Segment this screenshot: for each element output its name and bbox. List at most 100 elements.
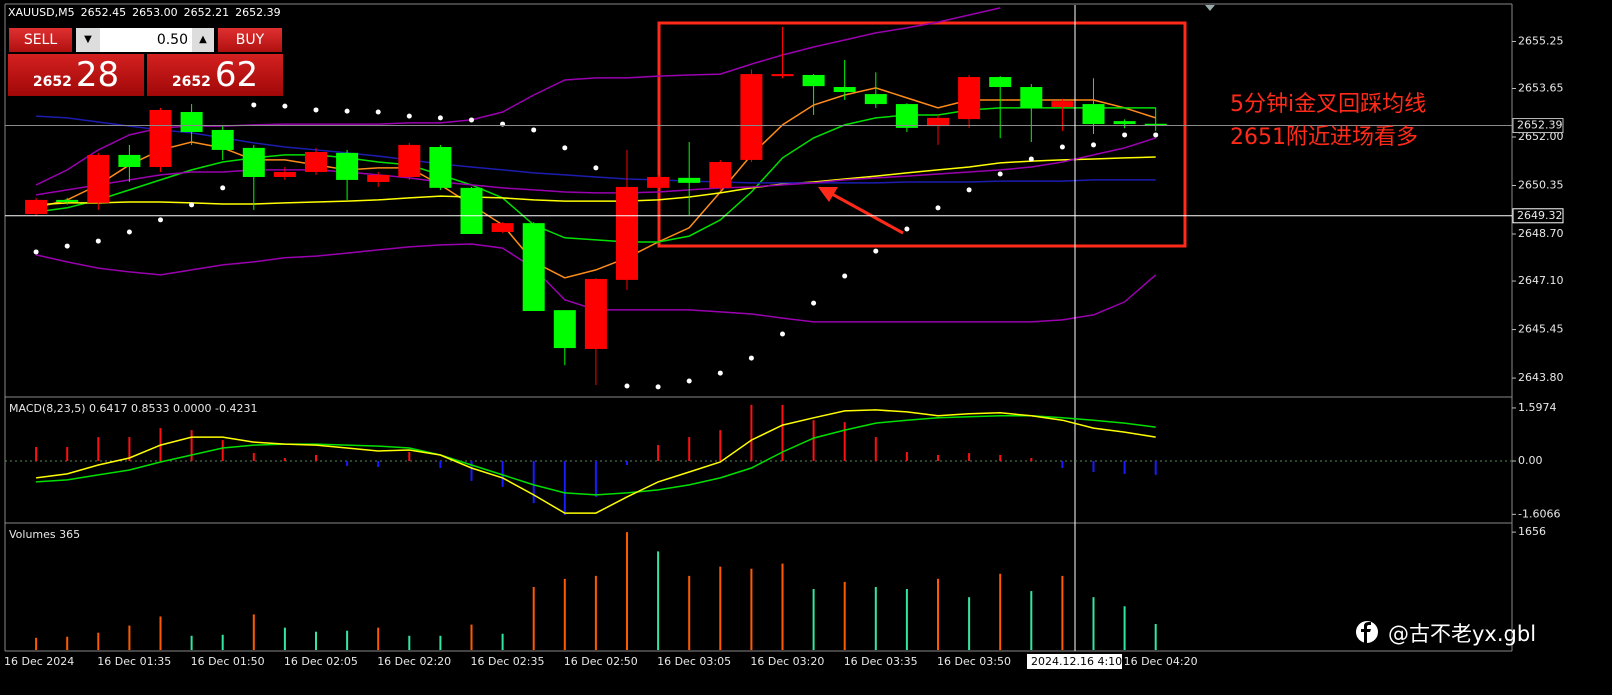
sar-dot (126, 229, 132, 235)
sar-dot (375, 109, 381, 115)
sar-dot (282, 103, 288, 109)
candle-body (989, 77, 1012, 88)
candle-body (429, 146, 452, 188)
x-tick-label: 16 Dec 02:35 (471, 655, 545, 668)
x-tick-label: 16 Dec 04:20 (1124, 655, 1198, 668)
shift-marker (1205, 5, 1215, 11)
candle-body (771, 74, 794, 77)
candle-body (87, 154, 110, 203)
indicator-line (36, 156, 1156, 206)
sar-dot (344, 108, 350, 114)
watermark: @古不老yx.gbl (1388, 622, 1537, 646)
crosshair-time-label: 2024.12.16 4:10 (1031, 655, 1122, 668)
arrow-shaft (831, 192, 904, 235)
lot-step[interactable]: ▲ (192, 28, 214, 52)
last-price-label: 2652.39 (1517, 119, 1563, 132)
sar-dot (686, 378, 692, 384)
sar-dot (95, 238, 101, 244)
candle-body (273, 171, 296, 177)
ohlc-value: 2652.45 (80, 6, 127, 19)
sar-dot (966, 187, 972, 193)
sar-dot (1091, 142, 1096, 148)
ask-prefix: 2652 (171, 74, 211, 90)
candle-body (1113, 121, 1136, 125)
sar-dot (904, 226, 910, 232)
sar-dot (935, 205, 941, 211)
sar-dot (1153, 132, 1159, 138)
bid-price[interactable]: 2652 28 (8, 54, 144, 96)
candle-body (491, 223, 514, 232)
sar-dot (189, 202, 195, 208)
sar-dot (33, 249, 39, 255)
y-tick-label: 2643.80 (1518, 371, 1564, 384)
indicator-line (35, 137, 1156, 196)
candle-body (242, 147, 265, 177)
candle-body (864, 94, 887, 105)
bid-prefix: 2652 (32, 74, 72, 90)
candle-body (56, 199, 79, 202)
x-tick-label: 16 Dec 01:50 (191, 655, 265, 668)
sar-dot (655, 384, 661, 390)
arrow-head (818, 187, 838, 202)
sell-button[interactable]: SELL (9, 28, 72, 52)
x-tick-label: 16 Dec 01:35 (97, 655, 171, 668)
candle-body (553, 310, 576, 349)
y-tick-label: 1.5974 (1518, 401, 1557, 414)
candle-body (149, 109, 172, 167)
candle-body (398, 144, 421, 177)
pane-title: MACD(8,23,5) 0.6417 0.8533 0.0000 -0.423… (9, 402, 257, 415)
ohlc-value: 2652.21 (183, 6, 230, 19)
y-tick-label: 2653.65 (1518, 81, 1564, 94)
lot-input[interactable]: 0.50 (100, 28, 192, 52)
sar-dot (313, 107, 319, 113)
y-tick-label: 0.00 (1518, 454, 1543, 467)
x-tick-label: 16 Dec 02:05 (284, 655, 358, 668)
y-tick-label: -1.6066 (1518, 507, 1560, 520)
x-tick-label: 16 Dec 02:20 (377, 655, 451, 668)
sar-dot (437, 115, 443, 121)
sar-dot (469, 117, 474, 123)
watermark-icon-glyph (1361, 622, 1371, 643)
last-price-box (1512, 118, 1564, 134)
sar-dot (780, 331, 785, 337)
candle-body (25, 199, 48, 215)
y-tick-label: 2652.00 (1518, 130, 1564, 143)
y-tick-label: 2647.10 (1518, 274, 1564, 287)
lot-dropdown[interactable]: ▼ (76, 28, 100, 52)
x-tick-label: 16 Dec 03:50 (937, 655, 1011, 668)
sar-dot (811, 300, 817, 306)
y-tick-label: 1656 (1518, 525, 1546, 538)
ohlc-value: 2653.00 (132, 6, 178, 19)
macd-line (36, 409, 1156, 514)
sar-dot (406, 113, 412, 119)
sar-dot (64, 243, 70, 249)
x-tick-label: 16 Dec 2024 (4, 655, 74, 668)
bid-pips: 28 (75, 55, 120, 95)
ask-price[interactable]: 2652 62 (147, 54, 283, 96)
candle-body (118, 154, 141, 167)
ask-pips: 62 (214, 55, 259, 95)
candle-body (647, 176, 670, 188)
sar-dot (842, 273, 848, 279)
sar-dot (1122, 132, 1128, 138)
sar-dot (748, 355, 754, 361)
candle-body (958, 77, 981, 120)
indicator-line (35, 87, 1156, 279)
annotation-text: 2651附近进场看多 (1230, 125, 1418, 150)
sar-dot (158, 217, 163, 223)
candle-body (616, 186, 638, 280)
candle-body (305, 151, 327, 172)
sar-dot (1059, 144, 1065, 150)
candle-body (584, 278, 607, 349)
sar-dot (717, 370, 723, 376)
symbol: XAUUSD,M5 (8, 6, 75, 19)
sar-dot (593, 165, 599, 171)
sar-dot (251, 102, 257, 108)
buy-button[interactable]: BUY (218, 28, 282, 52)
y-tick-label: 2655.25 (1518, 34, 1564, 47)
pane-title: Volumes 365 (9, 528, 80, 541)
candle-body (1020, 87, 1043, 108)
y-tick-label: 2645.45 (1518, 323, 1564, 336)
ohlc-value: 2652.39 (235, 6, 281, 19)
x-tick-label: 16 Dec 03:35 (844, 655, 918, 668)
